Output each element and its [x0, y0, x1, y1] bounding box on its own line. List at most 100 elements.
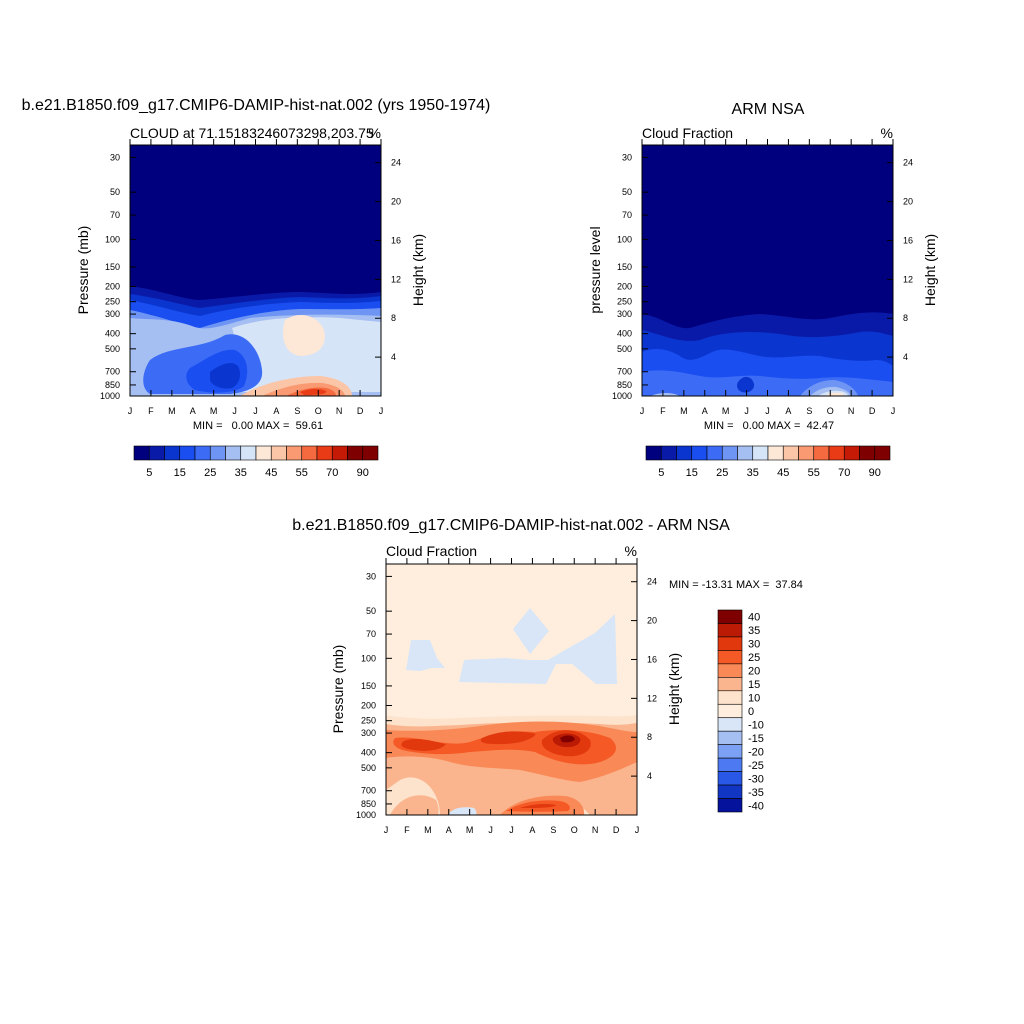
month-tick-label: J: [891, 406, 896, 416]
colorbar-label: 70: [326, 467, 338, 479]
obs-low-1: [737, 376, 755, 393]
month-tick-label: M: [168, 406, 176, 416]
colorbar-swatch: [691, 445, 708, 461]
month-tick-label: J: [232, 406, 237, 416]
colorbar-swatch: [717, 798, 743, 813]
height-tick-label: 24: [647, 577, 657, 587]
diff-neg-3: [513, 608, 549, 654]
height-tick-label: 8: [391, 313, 396, 323]
pressure-tick-label: 200: [361, 700, 376, 710]
colorbar-swatch: [782, 445, 799, 461]
colorbar-label: 35: [235, 467, 247, 479]
panel-obs-minmax: MIN = 0.00 MAX = 42.47: [704, 420, 834, 432]
panel-diff-ylabel-right: Height (km): [666, 653, 682, 725]
colorbar-label: 45: [777, 467, 789, 479]
panel-model-ylabel-right: Height (km): [410, 234, 426, 306]
pressure-tick-label: 100: [105, 234, 120, 244]
colorbar-label: 55: [296, 467, 308, 479]
pressure-tick-label: 70: [110, 210, 120, 220]
pressure-tick-label: 30: [366, 571, 376, 581]
colorbar-swatch: [225, 445, 242, 461]
model-surface-4: [300, 388, 327, 395]
colorbar-label: 90: [869, 467, 881, 479]
colorbar-swatch: [717, 677, 743, 692]
pressure-tick-label: 100: [361, 653, 376, 663]
colorbar-label: 10: [748, 693, 760, 705]
obs-contour-field: [642, 145, 893, 396]
month-tick-label: J: [744, 406, 749, 416]
month-tick-label: J: [635, 825, 640, 835]
pressure-tick-label: 50: [110, 187, 120, 197]
month-tick-label: O: [571, 825, 578, 835]
colorbar-swatch: [645, 445, 662, 461]
diff-neg-2: [459, 614, 617, 684]
pressure-tick-label: 200: [105, 281, 120, 291]
pressure-tick-label: 300: [105, 309, 120, 319]
height-tick-label: 8: [903, 313, 908, 323]
colorbar-swatch: [209, 445, 226, 461]
pressure-tick-label: 1000: [612, 391, 632, 401]
pressure-tick-label: 700: [361, 786, 376, 796]
colorbar-swatch: [301, 445, 318, 461]
colorbar-label: 30: [748, 639, 760, 651]
colorbar-label: 40: [748, 612, 760, 624]
colorbar-swatch: [240, 445, 257, 461]
colorbar-swatch: [717, 784, 743, 799]
model-low-3: [210, 363, 240, 389]
pressure-tick-label: 30: [110, 152, 120, 162]
colorbar-swatch: [347, 445, 364, 461]
panel-model-colorbar: 5 15 25 35 45 55 70 90: [133, 445, 379, 479]
height-tick-label: 4: [647, 771, 652, 781]
panel-model-title: b.e21.B1850.f09_g17.CMIP6-DAMIP-hist-nat…: [22, 97, 491, 114]
pressure-tick-label: 850: [617, 380, 632, 390]
height-tick-label: 4: [903, 352, 908, 362]
pressure-tick-label: 400: [361, 748, 376, 758]
panel-model-ylabel: Pressure (mb): [75, 226, 91, 315]
pressure-tick-label: 700: [617, 367, 632, 377]
height-tick-label: 8: [647, 732, 652, 742]
panel-diff-units: %: [625, 543, 637, 559]
colorbar-swatch: [813, 445, 830, 461]
month-tick-label: D: [357, 406, 364, 416]
height-tick-label: 4: [391, 352, 396, 362]
month-tick-label: A: [273, 406, 279, 416]
colorbar-swatch: [194, 445, 211, 461]
month-tick-label: J: [509, 825, 514, 835]
pressure-tick-label: 70: [622, 210, 632, 220]
height-tick-label: 20: [903, 197, 913, 207]
panel-model-units: %: [369, 125, 381, 141]
month-tick-label: A: [529, 825, 535, 835]
colorbar-label: -10: [748, 719, 764, 731]
pressure-tick-label: 300: [617, 309, 632, 319]
colorbar-swatch: [717, 744, 743, 759]
diff-band-30: [401, 730, 591, 757]
height-tick-label: 12: [647, 693, 657, 703]
month-tick-label: A: [446, 825, 452, 835]
month-tick-label: M: [210, 406, 218, 416]
height-tick-label: 12: [391, 274, 401, 284]
panel-model-subtitle: CLOUD at 71.15183246073298,203.75: [130, 125, 374, 141]
pressure-tick-label: 700: [105, 367, 120, 377]
obs-surface-blue: [650, 393, 680, 396]
month-tick-label: F: [660, 406, 666, 416]
colorbar-label: 25: [748, 652, 760, 664]
colorbar-swatch: [660, 445, 677, 461]
diff-surface-1: [390, 795, 439, 815]
pressure-tick-label: 150: [361, 681, 376, 691]
colorbar-swatch: [164, 445, 181, 461]
month-tick-label: J: [253, 406, 258, 416]
pressure-tick-label: 50: [366, 606, 376, 616]
colorbar-swatch: [843, 445, 860, 461]
colorbar-label: 35: [747, 467, 759, 479]
month-tick-label: J: [488, 825, 493, 835]
height-tick-label: 24: [903, 158, 913, 168]
pressure-tick-label: 100: [617, 234, 632, 244]
colorbar-label: 90: [357, 467, 369, 479]
colorbar-label: -15: [748, 733, 764, 745]
month-tick-label: D: [613, 825, 620, 835]
